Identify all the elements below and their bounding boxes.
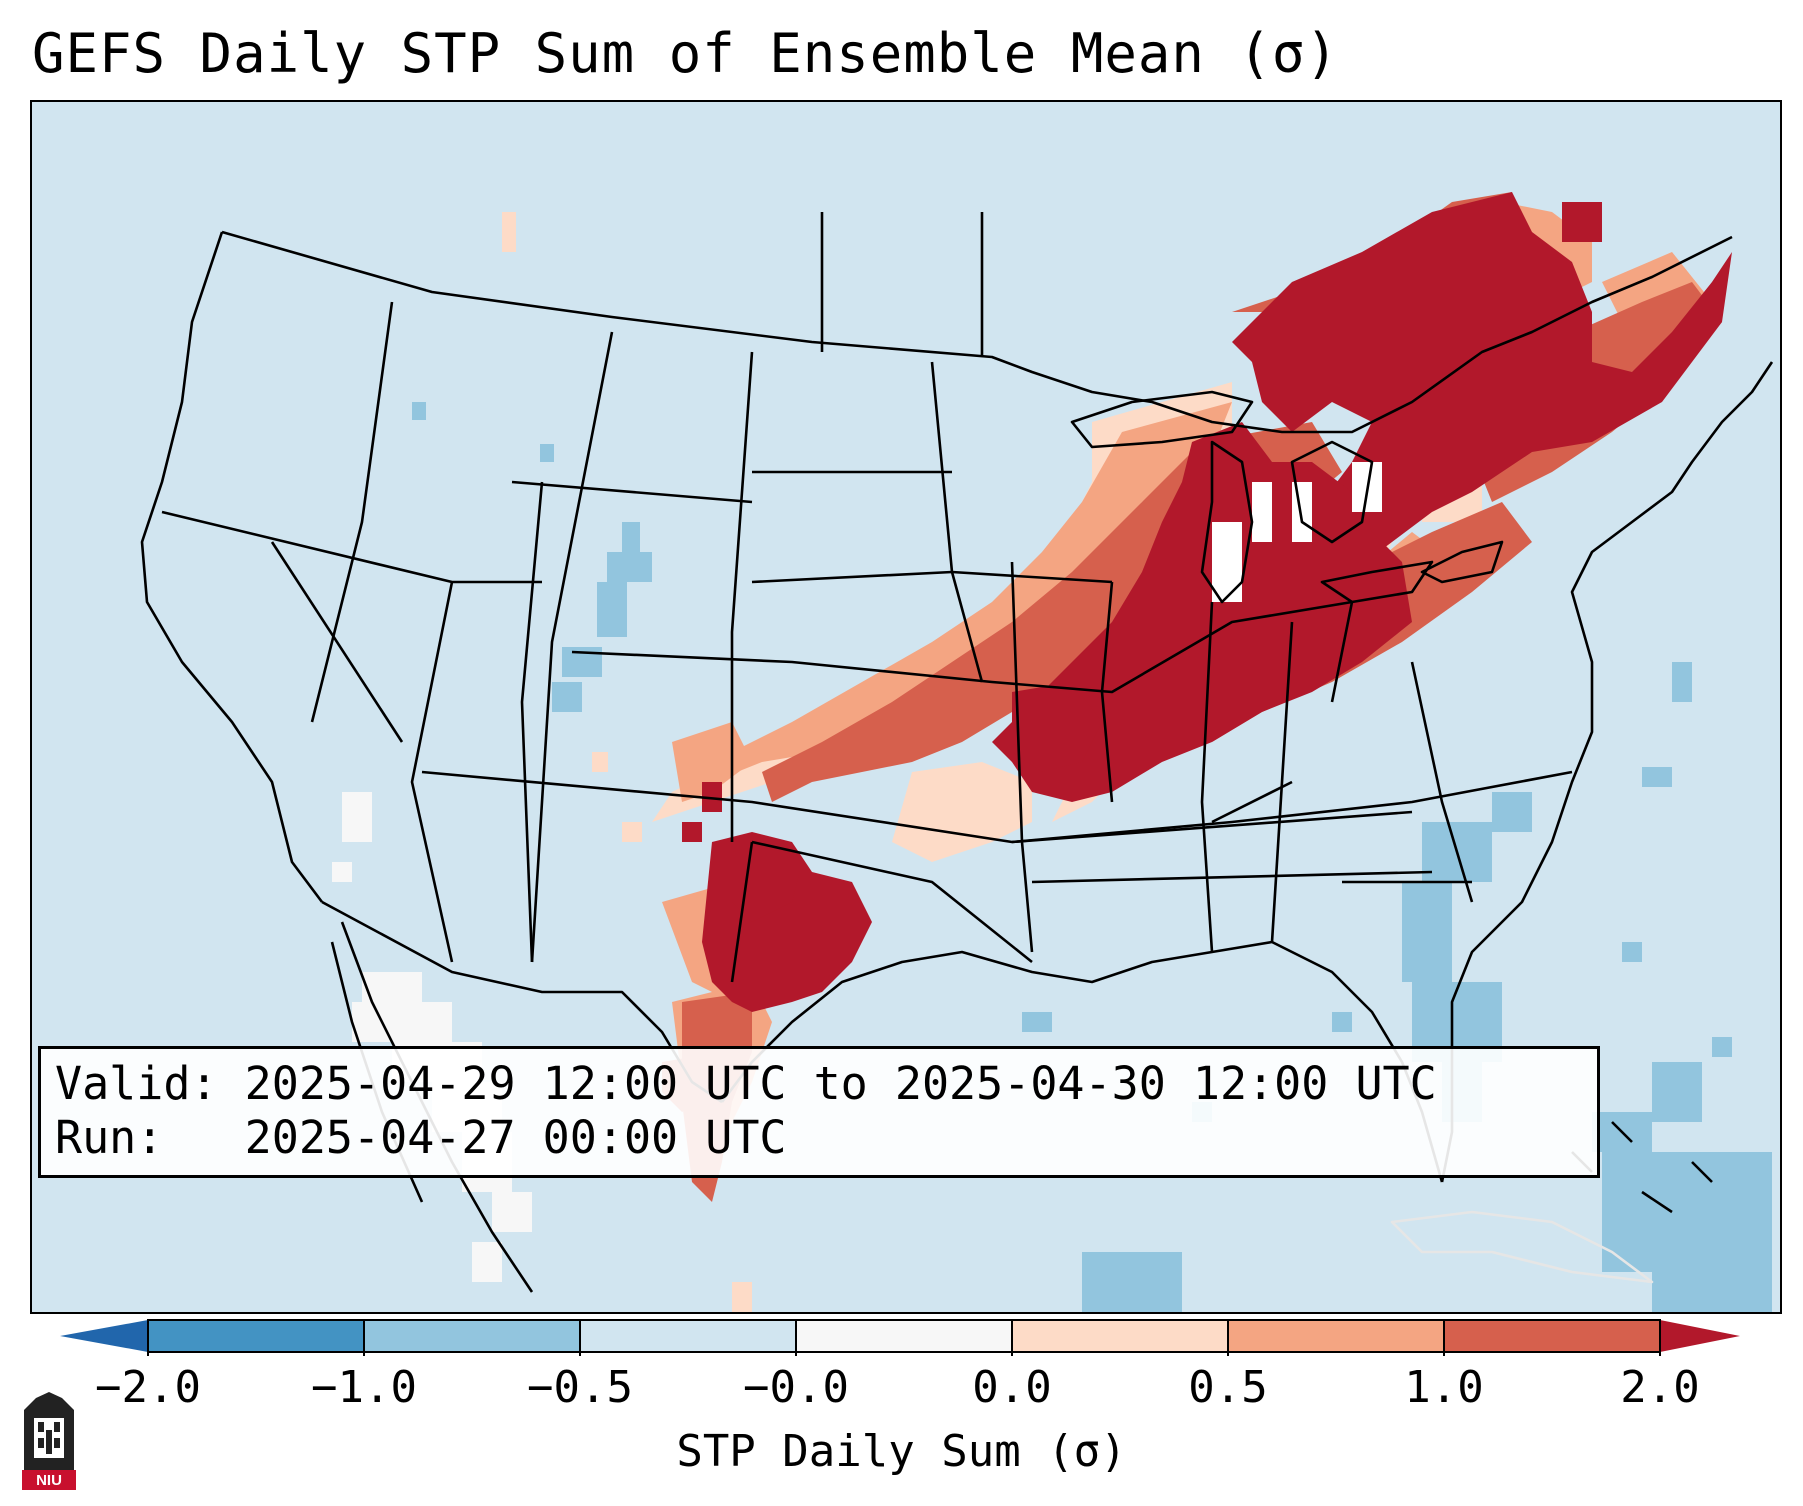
niu-logo-text: NIU: [36, 1472, 62, 1489]
colorbar-tick-label: −1.0: [311, 1362, 417, 1413]
colorbar-tick-label: 2.0: [1620, 1362, 1700, 1413]
run-value: 2025-04-27 00:00 UTC: [244, 1111, 787, 1164]
valid-run-info-box: Valid: 2025-04-29 12:00 UTC to 2025-04-3…: [38, 1046, 1600, 1178]
colorbar-segment-5: [1228, 1320, 1445, 1352]
colorbar-segment-0: [148, 1320, 365, 1352]
colorbar-low-extension: [60, 1320, 148, 1352]
colorbar-segment-3: [796, 1320, 1013, 1352]
colorbar-tick-label: −0.0: [743, 1362, 849, 1413]
colorbar-tick-label: −0.5: [527, 1362, 633, 1413]
colorbar-segment-2: [580, 1320, 797, 1352]
colorbar-segment-4: [1012, 1320, 1229, 1352]
run-label: Run:: [55, 1111, 164, 1164]
colorbar-tick-label: 0.5: [1188, 1362, 1268, 1413]
map-canvas: [140, 192, 1774, 1312]
colorbar-segment-6: [1444, 1320, 1661, 1352]
colorbar-tick-label: 0.0: [972, 1362, 1052, 1413]
valid-value: 2025-04-29 12:00 UTC to 2025-04-30 12:00…: [244, 1057, 1437, 1110]
niu-logo-icon: NIU: [22, 1392, 76, 1490]
colorbar: [60, 1319, 1740, 1356]
colorbar-tick-label: 1.0: [1404, 1362, 1484, 1413]
map-title: GEFS Daily STP Sum of Ensemble Mean (σ): [32, 22, 1339, 85]
colorbar-segments: [148, 1320, 1661, 1352]
valid-label: Valid:: [55, 1057, 218, 1110]
boundaries: [140, 212, 1774, 1293]
colorbar-label: STP Daily Sum (σ): [676, 1426, 1127, 1477]
colorbar-segment-1: [364, 1320, 581, 1352]
colorbar-ticks: [147, 1320, 1661, 1356]
colorbar-tick-label: −2.0: [95, 1362, 201, 1413]
colorbar-high-extension: [1660, 1320, 1740, 1352]
near-zero-mexico: [332, 792, 532, 1282]
